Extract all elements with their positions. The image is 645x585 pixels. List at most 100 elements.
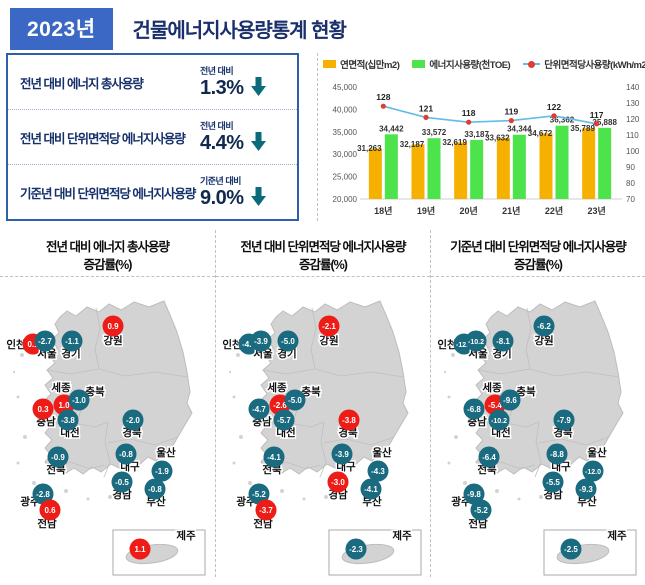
maps-section: 전년 대비 에너지 총사용량 증감률(%) 인천 0.1 서울 -2.7 경기 -1.1 강…	[0, 230, 645, 577]
chart-legend: 연면적(십만m2) 에너지사용량(천TOE) 단위면적당사용량(kWh/m2)	[322, 57, 645, 71]
line-point-marker	[551, 113, 557, 119]
region-value-badge	[250, 330, 272, 352]
region-value-badge	[151, 460, 173, 482]
floor-area-bar	[582, 128, 596, 199]
province-border	[323, 436, 395, 446]
region-value: -2.1	[322, 322, 336, 331]
floor-area-value: 35,789	[570, 124, 595, 133]
region-value: -9.3	[579, 485, 593, 494]
island	[232, 461, 236, 465]
region-value: -3.8	[342, 416, 356, 425]
map-title: 전년 대비 에너지 총사용량 증감률(%)	[0, 230, 215, 277]
region-label: 강원	[319, 334, 338, 347]
region-value: -5.7	[277, 416, 291, 425]
summary-sub-label: 기준년 대비	[199, 175, 241, 186]
line-point-marker	[594, 121, 600, 127]
x-axis-label: 20년	[460, 205, 478, 216]
region-value: -0.8	[148, 485, 162, 494]
map-title: 기준년 대비 단위면적당 에너지사용량 증감률(%)	[431, 230, 645, 277]
region-value: -0.5	[115, 478, 129, 487]
region-value: 1.0	[58, 401, 70, 410]
right-axis-tick: 100	[626, 147, 640, 156]
region-value: -1.1	[65, 337, 79, 346]
region-value-badge	[331, 443, 353, 465]
province-border	[103, 421, 111, 478]
region-value: -2.3	[349, 545, 363, 554]
region-value: -3.9	[254, 337, 268, 346]
region-value-badge	[277, 330, 299, 352]
region-value: -9.8	[467, 490, 481, 499]
right-axis-tick: 120	[626, 115, 640, 124]
region-value-badge	[360, 478, 382, 500]
region-value-badge	[129, 538, 151, 560]
region-value-badge	[102, 315, 124, 337]
region-value: -5.4	[488, 401, 502, 410]
line-marker-icon	[523, 60, 541, 68]
floor-area-value: 32,619	[442, 138, 467, 147]
region-value-badge	[34, 330, 56, 352]
region-label: 충북	[85, 385, 105, 398]
region-value: -4.7	[242, 340, 256, 349]
region-value: -1.9	[155, 467, 169, 476]
island	[108, 495, 112, 499]
region-value: 0.1	[27, 340, 39, 349]
map-canvas: 인천 -4.7 서울 -3.9 경기 -5.0 강원 -2.1 세종 -2.6 충북 -5.0 충남 -4…	[216, 277, 431, 577]
region-value-badge	[542, 471, 564, 493]
island	[228, 370, 232, 374]
region-label: 세종	[267, 381, 287, 394]
island	[324, 495, 328, 499]
region-value-badge	[122, 409, 144, 431]
region-value: -5.2	[252, 490, 266, 499]
region-value: -2.8	[36, 490, 50, 499]
left-axis-tick: 35,000	[333, 128, 358, 137]
region-value-badge	[39, 499, 61, 521]
region-value-badge	[546, 443, 568, 465]
region-label: 제주	[392, 529, 412, 542]
island	[443, 370, 447, 374]
energy-use-bar	[555, 125, 569, 199]
island	[447, 461, 451, 465]
left-axis-tick: 45,000	[333, 83, 358, 92]
legend-label: 연면적(십만m2)	[340, 60, 400, 71]
down-arrow-icon	[250, 76, 266, 101]
region-label: 울산	[156, 446, 176, 459]
region-label: 강원	[103, 334, 122, 347]
map-panel-unit-area: 전년 대비 단위면적당 에너지사용량 증감률(%) 인천 -4.7 서울 -3.9 경기…	[215, 230, 430, 577]
region-value-badge	[499, 389, 521, 411]
floor-area-bar	[454, 142, 468, 199]
region-value-badge	[68, 389, 90, 411]
region-value-badge	[318, 315, 340, 337]
region-value: -3.9	[335, 450, 349, 459]
region-value: -3.0	[331, 478, 345, 487]
island	[20, 353, 24, 357]
page-title: 건물에너지사용량통계 현황	[132, 20, 347, 42]
region-value: -12.0	[585, 469, 601, 476]
region-value: -1.0	[72, 396, 86, 405]
down-arrow-icon	[250, 131, 266, 156]
x-axis-label: 18년	[374, 205, 392, 216]
island	[248, 481, 252, 485]
province-border	[525, 307, 532, 370]
floor-area-bar	[411, 144, 425, 199]
region-value: -8.1	[496, 337, 510, 346]
region-label: 제주	[176, 529, 196, 542]
region-value-badge	[61, 330, 83, 352]
floor-area-bar	[539, 133, 553, 199]
x-axis-label: 19년	[417, 205, 435, 216]
page-header: 2023년 건물에너지사용량통계 현황	[0, 0, 645, 50]
region-value-badge	[338, 409, 360, 431]
unit-use-value: 117	[590, 110, 604, 120]
region-value: -12.0	[456, 342, 472, 349]
region-value-badge	[533, 315, 555, 337]
region-value-badge	[367, 460, 389, 482]
region-label: 인천	[437, 338, 456, 351]
region-value-badge	[470, 499, 492, 521]
right-axis-tick: 110	[626, 131, 639, 140]
line-point-marker	[508, 118, 514, 124]
line-point-marker	[423, 114, 429, 120]
right-axis-tick: 130	[626, 99, 640, 108]
province-border	[538, 436, 610, 446]
korea-map-total-energy: 인천 0.1서울-2.7경기-1.1 강원0.9세종1.0충북-1.0충남0.3대전…	[5, 300, 206, 576]
map-canvas: 인천 -12.0 서울 -10.2 경기 -8.1 강원 -6.2 세종 -5.4 충북 -9.6 충남…	[431, 277, 645, 577]
map-panel-total-energy: 전년 대비 에너지 총사용량 증감률(%) 인천 0.1 서울 -2.7 경기 -1.1 강…	[0, 230, 215, 577]
